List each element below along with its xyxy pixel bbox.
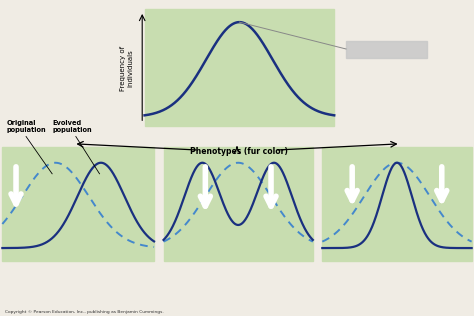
Text: Evolved
population: Evolved population	[52, 120, 92, 133]
Bar	[2, 147, 154, 261]
Text: Copyright © Pearson Education, Inc., publishing as Benjamin Cummings.: Copyright © Pearson Education, Inc., pub…	[5, 310, 164, 314]
Bar	[164, 147, 313, 261]
Text: Original
population: Original population	[6, 120, 46, 133]
Text: Frequency of
individuals: Frequency of individuals	[120, 46, 133, 90]
Bar	[322, 147, 472, 261]
Bar	[145, 9, 334, 126]
Bar	[346, 41, 427, 58]
Text: Phenotypes (fur color): Phenotypes (fur color)	[191, 147, 288, 156]
